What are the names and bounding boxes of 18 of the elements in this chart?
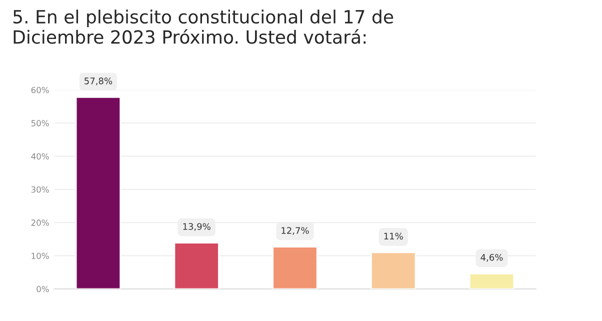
y-tick-label: 20%	[31, 220, 49, 226]
bar	[174, 242, 220, 289]
chart-title: 5. En el plebiscito constitucional del 17 de Diciembre 2023 Próximo. Usted votará:	[13, 10, 394, 44]
bar	[272, 246, 318, 289]
bar	[75, 96, 122, 289]
y-tick-label: 60%	[31, 86, 49, 94]
y-tick-label: 50%	[31, 120, 49, 126]
data-label: 13,9%	[183, 223, 210, 231]
y-tick-label: 40%	[31, 153, 49, 160]
bar	[468, 272, 515, 289]
bar	[370, 252, 416, 289]
data-label: 57,8%	[84, 77, 112, 86]
data-label: 12,7%	[282, 227, 309, 235]
data-label: 4,6%	[480, 254, 503, 262]
y-tick-label: 0%	[36, 286, 49, 292]
data-label: 11%	[384, 232, 403, 240]
y-tick-label: 10%	[32, 252, 49, 260]
y-tick-label: 30%	[31, 186, 49, 193]
